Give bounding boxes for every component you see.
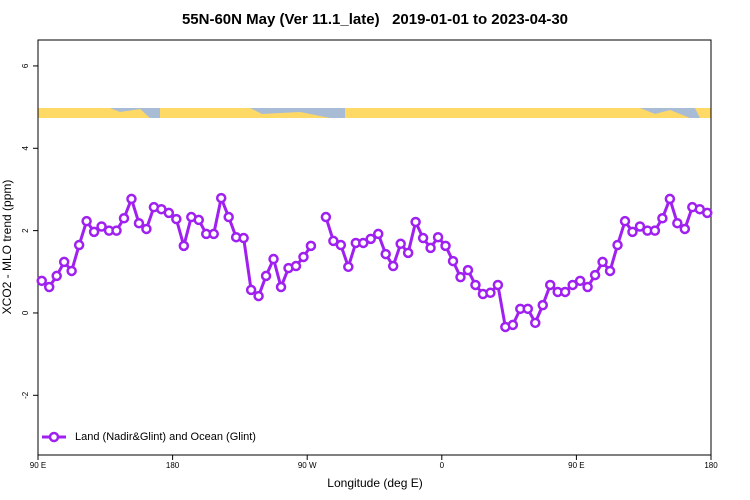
data-point [649,225,661,236]
data-point [51,270,62,282]
data-point [73,239,85,251]
data-point [343,261,354,273]
x-tick-label: 180 [166,461,180,470]
data-point [432,231,444,243]
data-point [275,281,287,293]
data-point [537,299,548,311]
data-point [410,216,421,228]
data-point [462,264,474,276]
data-point [395,238,406,250]
legend-label: Land (Nadir&Glint) and Ocean (Glint) [75,431,256,443]
data-point [358,237,369,249]
data-point [171,213,182,225]
data-point [215,192,227,204]
x-tick-label: 0 [440,461,445,470]
data-point [126,193,137,205]
land-ocean-band [38,108,711,118]
data-point [657,213,668,224]
data-point [36,275,47,287]
data-point [522,303,534,315]
y-tick-label: 2 [21,228,30,233]
x-tick-label: 90 W [298,461,317,470]
data-point [305,240,317,252]
data-point [43,281,55,293]
data-point [664,193,676,205]
x-axis-label: Longitude (deg E) [327,476,422,490]
chart-title: 55N-60N May (Ver 11.1_late) 2019-01-01 t… [182,11,568,28]
data-point [582,281,593,293]
data-point [589,269,601,281]
data-point [619,215,631,227]
data-point [387,260,399,272]
data-point [574,275,586,287]
data-point [320,211,332,223]
data-point [208,228,219,240]
data-point [417,232,429,244]
data-point [507,319,519,331]
data-point [178,240,190,252]
y-axis-label: XCO2 - MLO trend (ppm) [0,180,14,315]
data-point [679,223,691,235]
data-point [58,256,70,268]
data-point [133,217,145,229]
data-point [447,255,459,267]
data-point [118,213,130,224]
data-point [328,235,339,247]
data-point [253,290,264,302]
data-point [530,317,541,329]
x-tick-label: 90 E [568,461,584,470]
data-point [193,214,205,226]
data-point [455,271,466,283]
data-point [485,287,496,299]
data-point [672,217,683,229]
x-tick-label: 180 [704,461,718,470]
data-point [425,242,436,254]
data-point [298,251,309,263]
data-point [260,270,272,282]
data-point [335,239,347,251]
data-point [492,279,504,291]
data-point [559,286,571,298]
data-point [96,221,107,232]
data-point [66,265,77,277]
data-point [223,211,234,223]
land-band [38,108,711,118]
data-point [544,279,556,291]
data-point [634,221,646,232]
legend-marker [48,431,60,443]
data-point [612,239,623,251]
data-point [440,240,451,252]
y-tick-label: 4 [21,146,30,151]
data-point [402,247,414,259]
data-point [702,207,713,219]
data-point [141,223,152,235]
data-point [604,265,616,277]
data-point [380,248,391,260]
data-point [627,226,638,238]
data-point [245,284,257,296]
y-tick-label: 6 [21,63,30,68]
plot-frame [37,39,712,456]
data-point [111,225,122,236]
data-point [372,228,384,240]
data-point [88,226,100,238]
y-tick-label: 0 [21,310,30,315]
y-tick-label: -2 [21,391,30,399]
data-point [567,279,578,291]
data-point [470,279,481,291]
data-point [268,253,279,265]
data-point [81,215,92,227]
data-point [290,260,302,272]
data-point [365,233,377,245]
x-tick-label: 90 E [30,461,46,470]
data-point [597,256,608,268]
data-point [163,207,175,219]
data-point [238,232,249,244]
